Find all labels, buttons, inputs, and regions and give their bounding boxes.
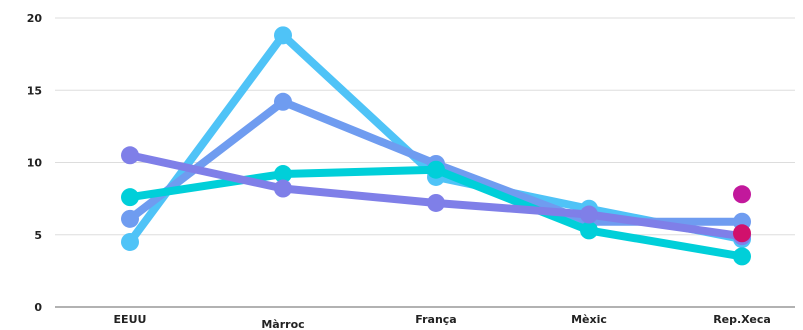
series-0 bbox=[121, 26, 751, 251]
series-point bbox=[274, 26, 292, 45]
series-point bbox=[274, 179, 292, 198]
series-point bbox=[427, 193, 445, 212]
series-point bbox=[427, 160, 445, 179]
series-point bbox=[121, 232, 139, 251]
extra-points-layer bbox=[733, 185, 751, 243]
series-point bbox=[274, 165, 292, 184]
series-point bbox=[121, 146, 139, 165]
x-tick-label: Rep.Xeca bbox=[713, 313, 771, 326]
y-tick-label: 15 bbox=[27, 84, 42, 97]
series-2 bbox=[121, 160, 751, 266]
y-tick-label: 5 bbox=[34, 229, 42, 242]
extra-point bbox=[733, 224, 751, 243]
series-point bbox=[580, 221, 598, 240]
series-point bbox=[733, 247, 751, 266]
x-tick-label: EEUU bbox=[114, 313, 147, 326]
y-tick-label: 10 bbox=[27, 157, 43, 170]
y-tick-label: 20 bbox=[27, 12, 43, 25]
x-tick-label: Màrroc bbox=[261, 318, 304, 330]
x-axis-ticks: EEUU Màrroc França Mèxic Rep.Xeca bbox=[114, 313, 771, 330]
y-axis-ticks: 0 5 10 15 20 bbox=[27, 12, 43, 314]
y-tick-label: 0 bbox=[34, 301, 42, 314]
series-point bbox=[121, 188, 139, 207]
series-layer bbox=[121, 26, 751, 266]
series-point bbox=[580, 205, 598, 224]
series-point bbox=[274, 92, 292, 111]
series-point bbox=[121, 209, 139, 228]
x-tick-label: Mèxic bbox=[571, 313, 607, 326]
extra-point bbox=[733, 185, 751, 204]
x-tick-label: França bbox=[415, 313, 456, 326]
